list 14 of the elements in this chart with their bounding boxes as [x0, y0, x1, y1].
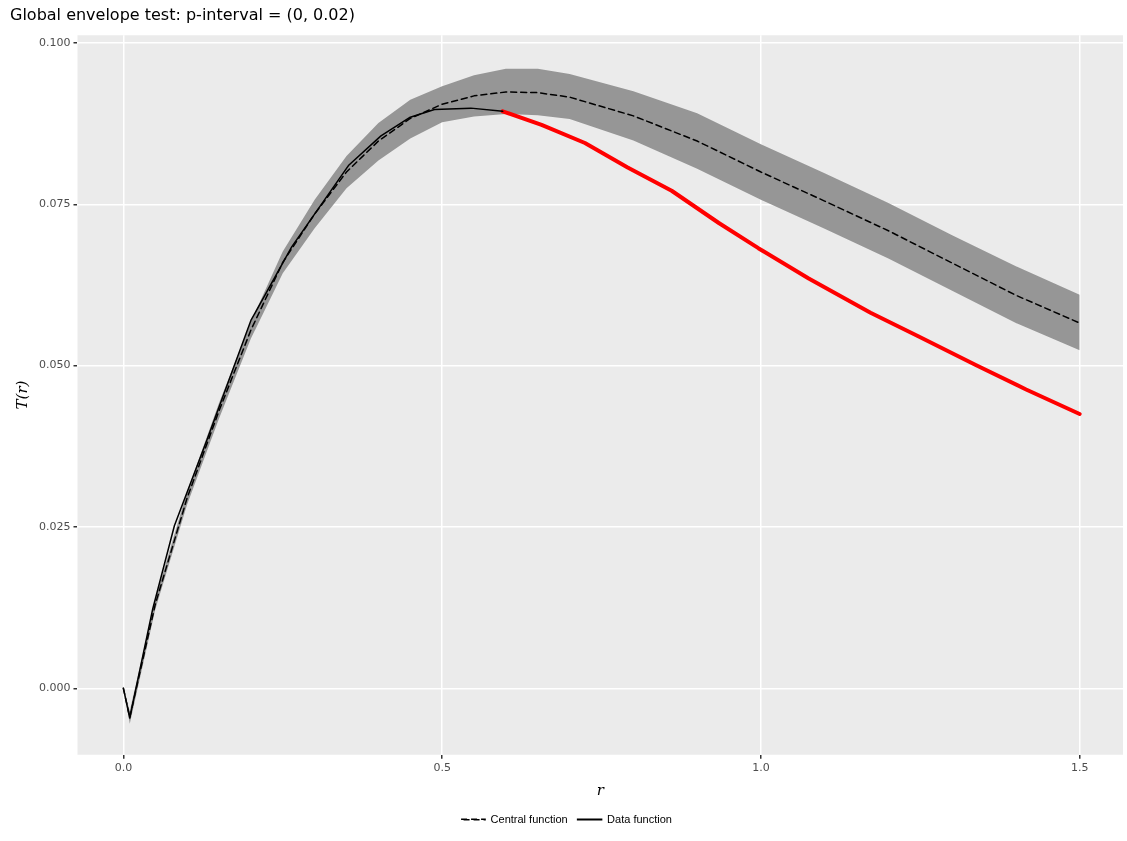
chart-title: Global envelope test: p-interval = (0, 0.02)	[10, 4, 355, 24]
x-tick-label: 0.5	[433, 761, 451, 775]
y-tick-label: 0.000	[38, 681, 71, 695]
legend-label: Central function	[490, 812, 568, 825]
x-tick-label: 1.0	[752, 761, 770, 775]
y-tick-label: 0.075	[38, 197, 71, 211]
y-tick-label: 0.050	[38, 358, 71, 372]
x-axis-title: r	[596, 780, 605, 799]
y-tick-label: 0.100	[38, 35, 71, 49]
x-tick-label: 0.0	[114, 761, 133, 775]
legend-label: Data function	[607, 812, 672, 825]
x-tick-label: 1.5	[1070, 761, 1089, 775]
y-tick-label: 0.025	[38, 519, 71, 533]
y-axis-title: T(r)	[12, 380, 31, 410]
